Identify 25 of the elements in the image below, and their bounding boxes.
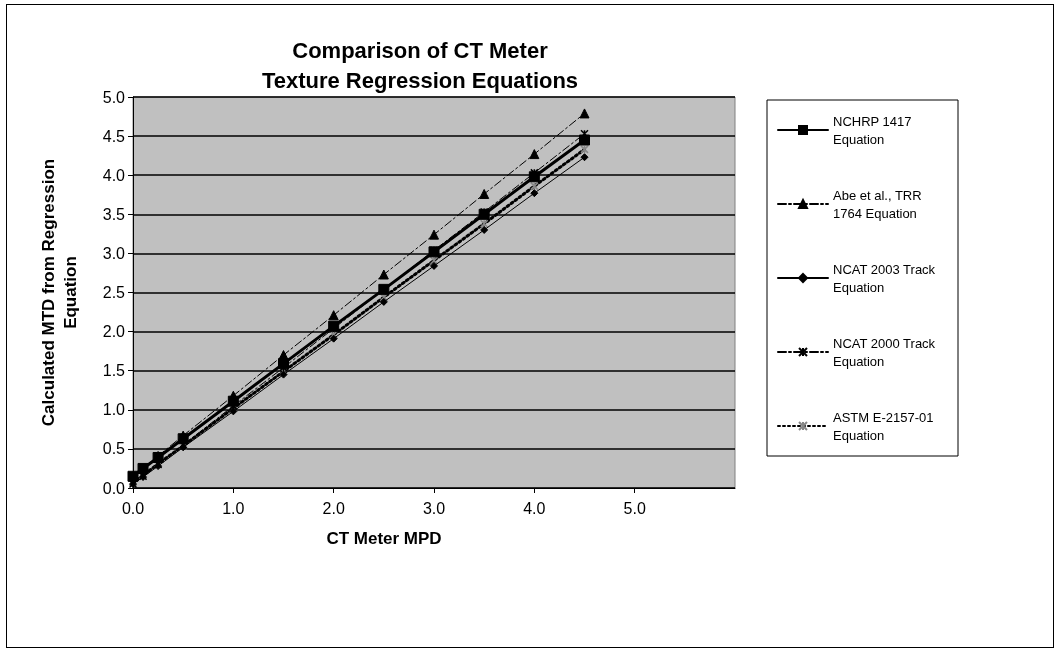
x-tick-label: 3.0	[422, 499, 446, 517]
chart-title: Comparison of CT Meter Texture Regression Equations	[261, 37, 579, 93]
y-tick-label: 4.5	[102, 127, 126, 145]
y-tick-label: 2.5	[102, 284, 126, 301]
y-tick-label: 5.0	[102, 88, 126, 106]
x-axis-title: CT Meter MPD	[326, 529, 442, 548]
y-axis-title: Calculated MTD from Regression Equation	[38, 158, 80, 427]
y-tick-label: 1.0	[102, 401, 126, 419]
x-tick-label: 0.0	[121, 499, 145, 517]
y-tick-label: 2.0	[102, 323, 126, 341]
y-tick-label: 4.0	[102, 166, 126, 184]
y-tick-label: 3.0	[102, 244, 126, 262]
y-tick-label: 0.0	[102, 479, 126, 497]
legend-label: ASTM E-2157-01 Equation	[833, 409, 938, 443]
x-tick-label: 2.0	[322, 499, 345, 517]
legend-label: NCHRP 1417 Equation	[833, 113, 916, 147]
legend-label: Abe et al., TRR 1764 Equation	[833, 187, 926, 221]
y-tick-label: 3.5	[102, 205, 126, 223]
y-tick-label: 0.5	[102, 440, 126, 458]
x-tick-label: 5.0	[623, 499, 646, 517]
x-tick-label: 1.0	[222, 499, 245, 517]
y-tick-label: 1.5	[102, 362, 126, 380]
legend-label: NCAT 2003 Track Equation	[833, 261, 939, 295]
x-tick-label: 4.0	[523, 499, 546, 517]
legend-label: NCAT 2000 Track Equation	[833, 335, 939, 369]
